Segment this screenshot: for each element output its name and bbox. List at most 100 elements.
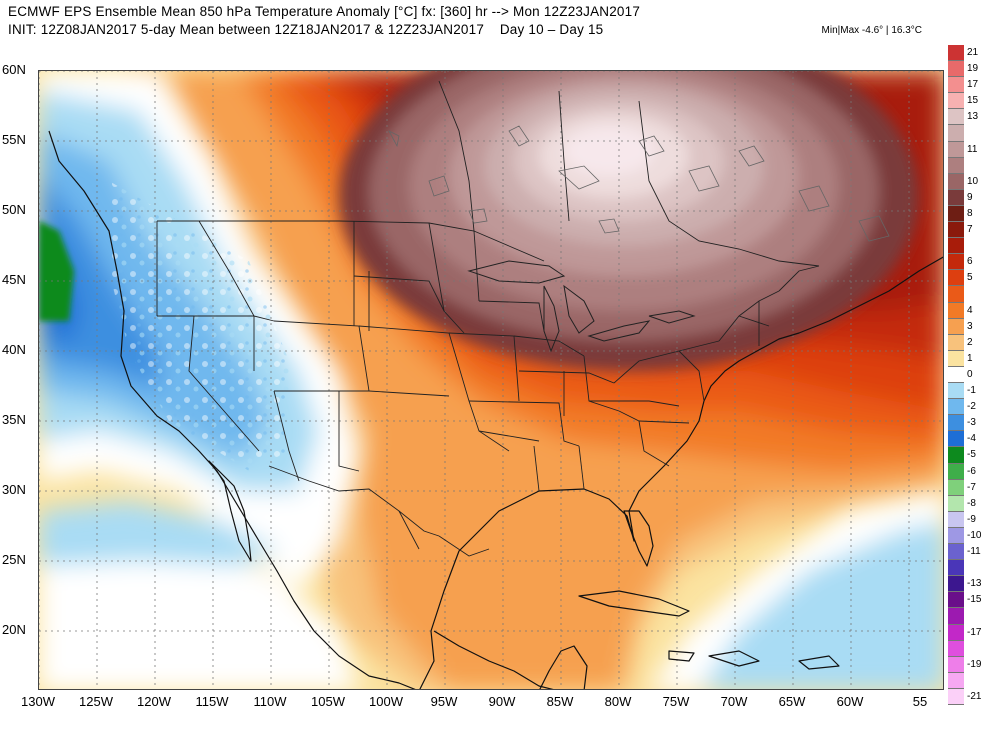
lon-label-125w: 125W	[79, 694, 113, 709]
legend-color-cell	[948, 431, 964, 448]
legend-color-cell	[948, 527, 964, 545]
legend-label: 15	[967, 95, 979, 107]
legend-color-cell	[948, 286, 964, 303]
legend-label: 4	[967, 304, 973, 316]
legend-label: 5	[967, 272, 973, 284]
legend-label: 19	[967, 63, 979, 75]
legend-label: -6	[967, 465, 976, 477]
legend-label: -10	[967, 529, 982, 541]
mountain-speckle-texture	[109, 181, 289, 471]
legend-color-cell	[948, 447, 964, 464]
legend-color-cell	[948, 238, 964, 255]
legend-color-cell	[948, 93, 964, 110]
state-and-national-borders	[156, 80, 820, 557]
legend-label: -19	[967, 658, 982, 670]
lon-label-120w: 120W	[137, 694, 171, 709]
coastlines	[48, 130, 943, 689]
strong-warm-core	[339, 71, 919, 371]
legend-color-cell	[948, 511, 964, 528]
lat-label-45n: 45N	[2, 272, 26, 287]
legend-color-cell	[948, 222, 964, 239]
legend-label: -4	[967, 433, 976, 445]
legend-label: -15	[967, 594, 982, 606]
legend-label: 11	[967, 143, 978, 155]
legend-label: 3	[967, 320, 973, 332]
legend-color-cell	[948, 77, 964, 94]
lat-label-25n: 25N	[2, 552, 26, 567]
lon-label-95w: 95W	[430, 694, 458, 709]
lon-label-115w: 115W	[195, 694, 229, 709]
legend-color-cell	[948, 463, 964, 480]
legend-label: -1	[967, 385, 976, 397]
legend-color-cell	[948, 350, 964, 367]
lon-label-130w: 130W	[21, 694, 55, 709]
legend-color-cell	[948, 334, 964, 351]
legend-label: 10	[967, 175, 979, 187]
lon-label-70w: 70W	[720, 694, 748, 709]
legend-color-cell	[948, 383, 964, 400]
legend-label: -8	[967, 497, 976, 509]
lat-label-35n: 35N	[2, 412, 26, 427]
lon-label-105w: 105W	[311, 694, 345, 709]
lon-label-100w: 100W	[369, 694, 403, 709]
legend-color-cell	[948, 495, 964, 512]
map-title: ECMWF EPS Ensemble Mean 850 hPa Temperat…	[8, 4, 641, 19]
color-scale-legend: 21 19 17 15 13 11 10 9 8 7 6 5 4 3 2 1 0 -1 -2 -3 -4 -5 -6 -7 -8…	[948, 45, 998, 705]
legend-color-cell	[948, 608, 964, 625]
legend-label: 8	[967, 208, 973, 220]
legend-color-cell	[948, 45, 964, 62]
canadian-lakes-outlines	[388, 125, 890, 242]
legend-label: -13	[967, 578, 982, 590]
anomaly-field	[39, 71, 943, 689]
init-period-line: INIT: 12Z08JAN2017 5-day Mean between 12…	[8, 22, 604, 37]
legend-color-cell	[948, 254, 964, 271]
legend-color-cell	[948, 270, 964, 287]
legend-color-cell	[948, 61, 964, 78]
legend-color-cell	[948, 157, 964, 174]
lon-label-110w: 110W	[253, 694, 287, 709]
map-canvas	[39, 71, 943, 689]
legend-label: 21	[967, 47, 979, 59]
legend-label: -5	[967, 449, 976, 461]
legend-label: -7	[967, 481, 976, 493]
legend-color-cell	[948, 399, 964, 416]
legend-label: 2	[967, 336, 973, 348]
lon-label-65w: 65W	[778, 694, 806, 709]
legend-color-cell	[948, 189, 964, 206]
lat-label-30n: 30N	[2, 482, 26, 497]
legend-label: 7	[967, 224, 973, 236]
legend-label: 17	[967, 79, 979, 91]
legend-color-cell	[948, 366, 964, 384]
legend-color-cell	[948, 109, 964, 126]
legend-color-cell	[948, 672, 964, 689]
lon-label-90w: 90W	[488, 694, 516, 709]
legend-label: 9	[967, 191, 973, 203]
legend-color-cell	[948, 688, 964, 705]
legend-label: 0	[967, 369, 973, 380]
legend-label: -9	[967, 513, 976, 525]
legend-label: -17	[967, 626, 982, 638]
lat-label-40n: 40N	[2, 342, 26, 357]
min-max-readout: Min|Max -4.6° | 16.3°C	[821, 25, 922, 36]
cold-anomaly-patch	[39, 221, 74, 321]
legend-color-cell	[948, 656, 964, 673]
legend-label: 6	[967, 256, 973, 268]
lat-label-60n: 60N	[2, 62, 26, 77]
legend-label: -3	[967, 417, 976, 429]
legend-color-cell	[948, 205, 964, 223]
legend-color-cell	[948, 318, 964, 335]
legend-color-cell	[948, 624, 964, 641]
legend-color-cell	[948, 415, 964, 432]
lon-label-55: 55	[912, 694, 928, 709]
lat-label-55n: 55N	[2, 132, 26, 147]
lat-label-50n: 50N	[2, 202, 26, 217]
legend-color-cell	[948, 173, 964, 190]
lon-label-85w: 85W	[546, 694, 574, 709]
legend-color-cell	[948, 141, 964, 158]
lon-label-80w: 80W	[604, 694, 632, 709]
legend-color-cell	[948, 125, 964, 142]
legend-color-cell	[948, 479, 964, 496]
legend-color-cell	[948, 560, 964, 577]
legend-color-cell	[948, 544, 964, 561]
